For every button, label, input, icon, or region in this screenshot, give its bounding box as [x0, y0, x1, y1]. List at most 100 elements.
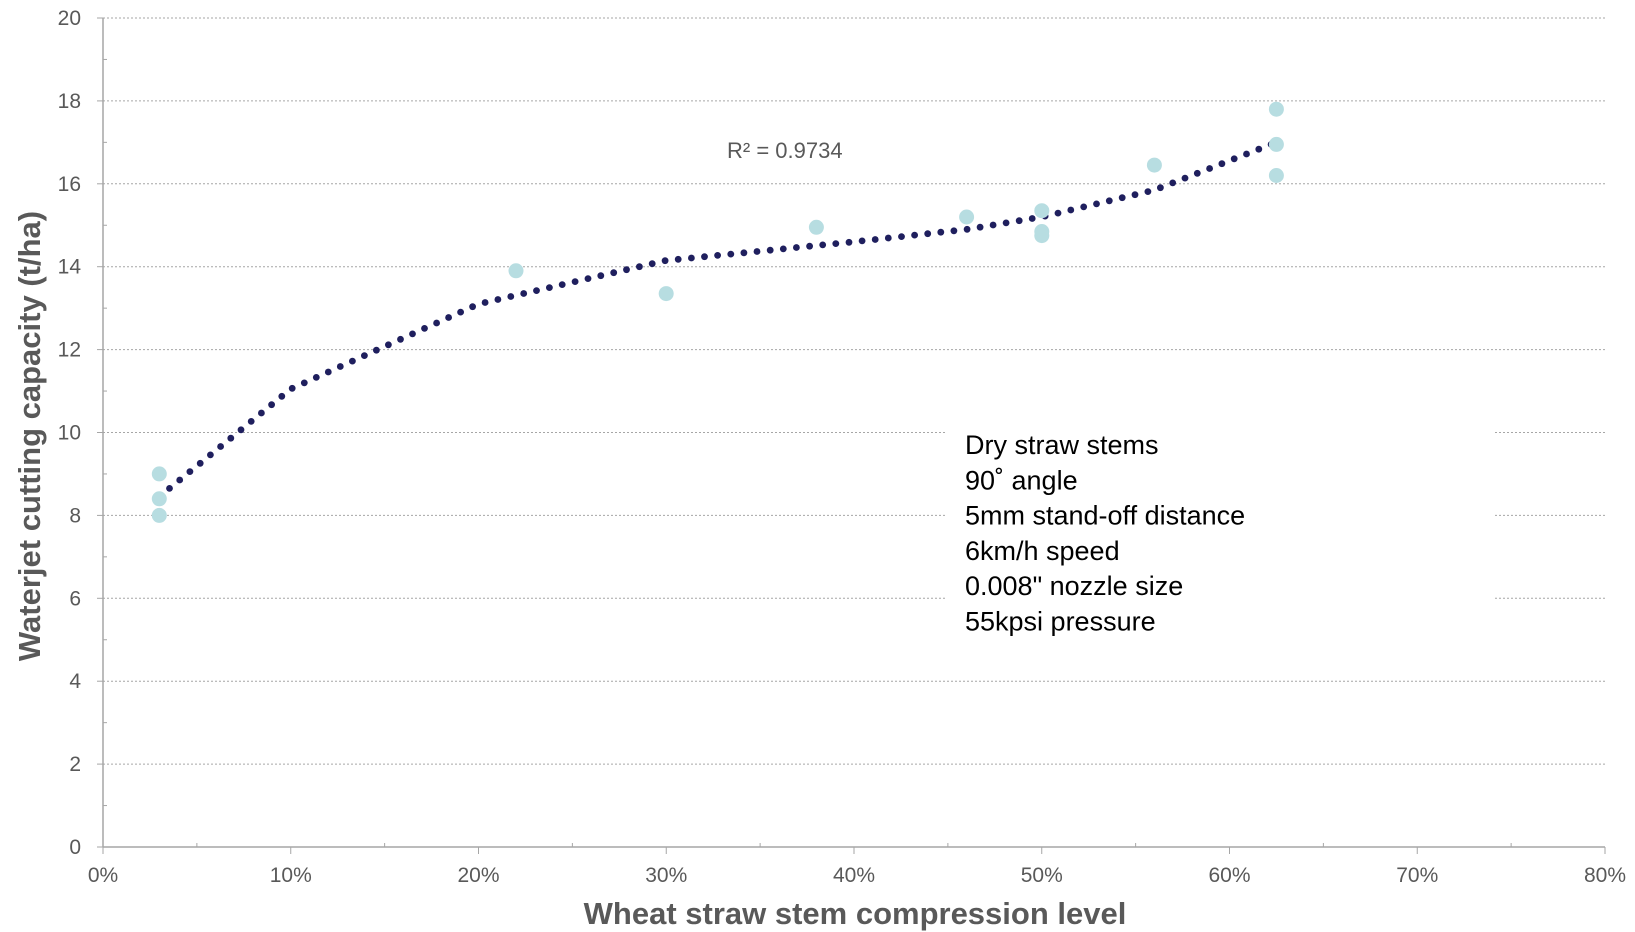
trendline-dot [845, 238, 853, 246]
trendline-dot [373, 346, 380, 354]
trendline-dot [533, 287, 540, 294]
trendline-dot [397, 335, 404, 343]
trendline-dot [976, 223, 984, 231]
x-tick-label: 10% [270, 864, 312, 887]
x-axis-title: Wheat straw stem compression level [584, 896, 1127, 931]
trendline-dot [433, 319, 440, 327]
trendline-dot [832, 240, 840, 248]
x-tick-label: 0% [88, 864, 118, 887]
trendline-dot [166, 485, 173, 492]
trendline-dot [247, 418, 255, 425]
y-axis-title: Waterjet cutting capacity (t/ha) [12, 211, 47, 661]
y-tick-label: 16 [58, 173, 81, 196]
trendline-dot [740, 249, 748, 257]
x-tick-label: 80% [1584, 864, 1626, 887]
data-point [151, 491, 167, 507]
data-point [1268, 136, 1284, 152]
trendline-dot [207, 451, 214, 459]
trendline-dot [1054, 209, 1062, 217]
r-squared-label: R² = 0.9734 [727, 138, 843, 163]
trendline-dot [558, 281, 566, 288]
trendline-dot [1002, 219, 1010, 227]
trendline-dot [445, 314, 452, 321]
data-point [1268, 168, 1284, 183]
trendline-dot [937, 228, 945, 236]
trendline-dot [648, 260, 656, 268]
y-tick-label: 2 [69, 753, 81, 776]
trendline-dot [312, 374, 320, 381]
trendline-dot [701, 253, 708, 261]
annotation-line: 0.008" nozzle size [965, 571, 1183, 601]
y-tick-label: 0 [69, 836, 81, 859]
data-point [658, 286, 674, 302]
trendline-dot [1255, 145, 1263, 153]
trendline-dot [950, 227, 958, 235]
data-points [151, 101, 1284, 523]
trendline-dot [1105, 197, 1113, 205]
data-point [1034, 228, 1050, 244]
trendline-dot [324, 368, 332, 376]
trendline-dot [793, 244, 800, 251]
y-tick-label: 4 [69, 670, 81, 693]
trendline-dot [766, 246, 774, 254]
trendline-dot [409, 330, 416, 338]
trendline-dot [779, 245, 787, 253]
trendline-dot [176, 476, 184, 484]
trendline-dot [1206, 165, 1213, 172]
trendline-dot [1144, 188, 1152, 196]
trendline-dot [911, 231, 918, 239]
trendline-dot [469, 303, 476, 311]
axes: 0 2 4 6 8 10 12 14 16 18 20 0% 10% 20% 30% 40% 50% 60% 70%… [58, 7, 1626, 887]
x-tick-label: 40% [833, 864, 875, 887]
y-tick-label: 18 [58, 90, 81, 113]
trendline-dot [661, 257, 669, 265]
trendline-dot [227, 434, 235, 442]
trendline-dot [753, 248, 761, 255]
trendline-dot [858, 237, 866, 245]
trendline-dot [546, 284, 553, 291]
trendline-dot [268, 401, 275, 409]
x-tick-label: 20% [457, 864, 499, 887]
trendline-dot [989, 221, 997, 229]
trendline-dot [237, 426, 245, 434]
trendline-dot [1118, 194, 1126, 202]
trendline-dot [1218, 160, 1226, 168]
trendline-dot [1131, 191, 1139, 199]
trendline-dot [385, 341, 392, 349]
trendline-dot [520, 290, 528, 297]
data-point [508, 263, 524, 279]
annotation-line: 90˚ angle [965, 465, 1078, 495]
trendline-dot [688, 254, 695, 262]
trendline-dot [1181, 174, 1189, 182]
trendline-dot [610, 269, 618, 277]
data-point [1034, 203, 1050, 219]
y-tick-label: 12 [58, 339, 81, 362]
trendline [155, 141, 1275, 501]
trendline-dot [336, 363, 344, 370]
trendline-dot [300, 379, 308, 387]
trendline-dot [1169, 179, 1177, 187]
annotation-line: 6km/h speed [965, 536, 1120, 566]
annotation-line: 55kpsi pressure [965, 607, 1156, 637]
trendline-dot [507, 293, 515, 300]
trendline-dot [714, 252, 721, 259]
data-point [959, 209, 975, 225]
trendline-dot [457, 308, 464, 316]
trendline-dot [806, 242, 813, 250]
trendline-dot [727, 250, 735, 258]
data-point [1146, 157, 1162, 173]
trendline-dot [217, 443, 225, 450]
annotation-box: Dry straw stems 90˚ angle 5mm stand-off di… [945, 415, 1495, 680]
trendline-dot [278, 392, 286, 400]
trendline-dot [349, 357, 356, 365]
annotation-text: Dry straw stems 90˚ angle 5mm stand-off di… [965, 430, 1245, 637]
data-point [151, 507, 167, 523]
trendline-dot [597, 272, 605, 280]
trendline-dot [898, 233, 905, 241]
trendline-dot [1080, 203, 1088, 211]
trendline-dot [1230, 155, 1238, 163]
trendline-dot [674, 255, 682, 263]
trendline-dot [884, 234, 892, 242]
annotation-line: Dry straw stems [965, 430, 1159, 460]
